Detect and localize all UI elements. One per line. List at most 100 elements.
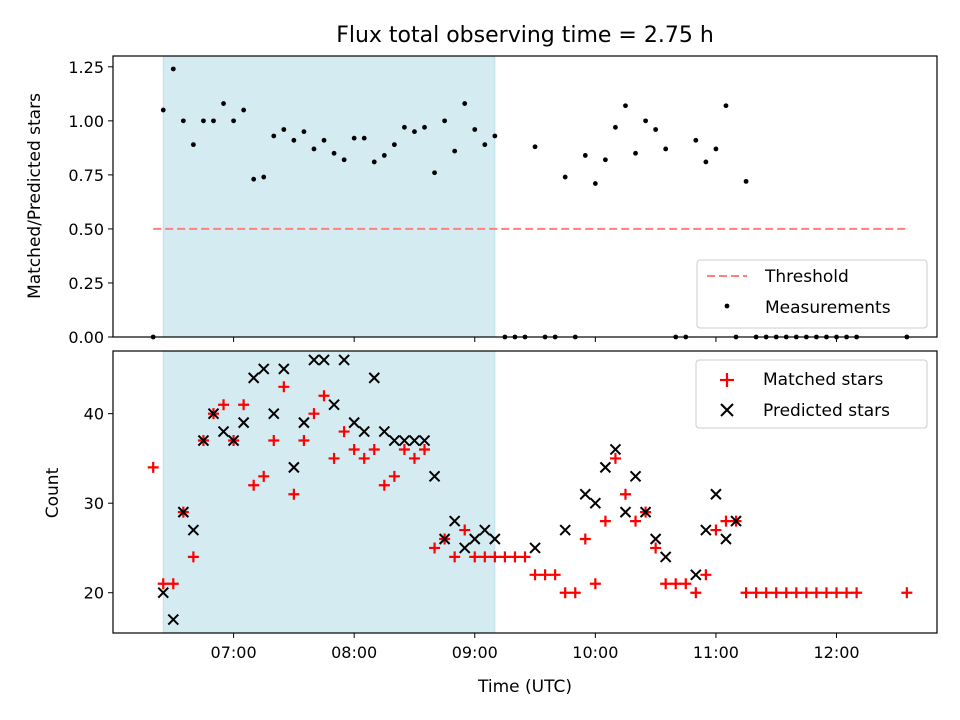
predicted-star-marker xyxy=(197,434,210,447)
matched-star-marker xyxy=(720,515,732,527)
matched-star-marker xyxy=(670,578,682,590)
matched-star-marker xyxy=(579,533,591,545)
count-y-tick-label: 20 xyxy=(84,584,104,603)
measurement-point xyxy=(602,157,608,163)
measurement-point xyxy=(592,181,598,186)
count-x-axis: 07:00 08:00 09:00 10:00 11:00 12:00 xyxy=(211,633,860,662)
measurements-legend-swatch xyxy=(724,303,730,309)
matched-star-marker xyxy=(599,515,611,527)
matched-star-marker xyxy=(790,587,802,599)
predicted-star-marker xyxy=(157,587,169,599)
predicted-star-marker xyxy=(408,434,421,447)
predicted-star-marker xyxy=(629,470,642,483)
measurement-point xyxy=(582,153,588,158)
predicted-star-marker xyxy=(469,533,481,545)
matched-star-marker xyxy=(549,569,561,581)
measurement-point xyxy=(271,133,277,139)
matched-star-marker xyxy=(740,587,752,599)
matched-star-marker xyxy=(338,426,350,438)
x-tick-label: 10:00 xyxy=(572,643,618,662)
measurement-point xyxy=(462,101,468,106)
count-panel: 20 30 40 07:00 08:00 09:00 10:00 11:00 12:00 Co… xyxy=(43,350,938,697)
measurement-point xyxy=(442,118,448,124)
matched-star-marker xyxy=(248,479,260,491)
predicted-star-marker xyxy=(298,416,310,429)
measurement-point xyxy=(241,107,247,113)
measurement-point xyxy=(452,148,458,154)
matched-star-marker xyxy=(167,578,179,590)
predicted-star-marker xyxy=(720,533,732,545)
matched-star-marker xyxy=(288,488,300,500)
measurement-point xyxy=(653,127,659,132)
matched-star-marker xyxy=(308,408,320,420)
predicted-star-marker xyxy=(177,506,190,518)
predicted-star-marker xyxy=(589,497,602,509)
chart-title: Flux total observing time = 2.75 h xyxy=(336,23,714,48)
measurement-point xyxy=(532,144,538,150)
measurement-point xyxy=(743,178,749,184)
count-y-tick-label: 30 xyxy=(84,494,104,513)
predicted-star-marker xyxy=(398,434,411,447)
matched-star-marker xyxy=(318,390,330,402)
predicted-star-marker xyxy=(237,416,250,429)
matched-star-marker xyxy=(559,587,571,599)
measurement-point xyxy=(170,66,176,72)
matched-star-marker xyxy=(328,452,340,464)
matched-star-marker xyxy=(810,587,822,599)
predicted-star-marker xyxy=(187,524,200,536)
measurement-point xyxy=(713,146,719,152)
ratio-y-tick-label: 0.25 xyxy=(68,274,104,293)
predicted-star-marker xyxy=(308,354,320,366)
matched-star-marker xyxy=(147,461,159,473)
measurement-point xyxy=(221,101,226,106)
measurement-point xyxy=(331,150,337,156)
predicted-star-marker xyxy=(448,515,461,527)
predicted-star-marker xyxy=(338,354,350,366)
predicted-star-marker xyxy=(247,372,260,384)
measurement-point xyxy=(261,174,267,180)
matched-star-marker xyxy=(609,452,621,464)
matched-star-marker xyxy=(519,551,531,563)
matched-star-marker xyxy=(529,569,541,581)
matched-stars-legend-label: Matched stars xyxy=(763,370,883,390)
matched-star-marker xyxy=(569,587,581,599)
measurement-point xyxy=(231,118,236,124)
measurement-point xyxy=(723,103,729,109)
predicted-star-marker xyxy=(258,363,270,375)
matched-star-marker xyxy=(750,587,762,599)
matched-star-marker xyxy=(901,587,913,599)
matched-star-marker xyxy=(187,551,199,563)
predicted-stars-series xyxy=(157,354,742,626)
predicted-star-marker xyxy=(639,506,652,518)
ratio-y-tick-label: 0.75 xyxy=(68,166,104,185)
count-panel-frame xyxy=(112,350,938,634)
predicted-star-marker xyxy=(368,372,380,384)
measurements-legend-label: Measurements xyxy=(765,298,891,318)
predicted-star-marker xyxy=(710,488,722,500)
matched-star-marker xyxy=(770,587,782,599)
matched-star-marker xyxy=(258,470,270,482)
x-tick-label: 07:00 xyxy=(211,643,257,662)
x-tick-label: 08:00 xyxy=(331,643,377,662)
measurement-point xyxy=(371,159,377,165)
predicted-star-marker xyxy=(348,416,360,429)
count-legend-box xyxy=(695,359,928,429)
x-axis-label: Time (UTC) xyxy=(477,677,572,697)
matched-star-marker xyxy=(499,551,511,563)
matched-star-marker xyxy=(298,435,310,447)
matched-star-marker xyxy=(650,542,662,554)
predicted-star-marker xyxy=(288,461,300,474)
measurement-point xyxy=(693,137,699,143)
matched-star-marker xyxy=(660,578,672,590)
ratio-panel-frame xyxy=(112,55,938,338)
predicted-star-marker xyxy=(649,533,662,545)
measurement-point xyxy=(663,146,669,152)
measurement-point xyxy=(341,157,347,163)
ratio-legend: Threshold Measurements xyxy=(696,259,928,329)
measurement-point xyxy=(190,142,196,148)
matched-star-marker xyxy=(398,443,410,455)
ratio-y-tick-label: 0.00 xyxy=(68,328,104,347)
measurement-point xyxy=(422,124,427,130)
matched-star-marker xyxy=(841,587,853,599)
